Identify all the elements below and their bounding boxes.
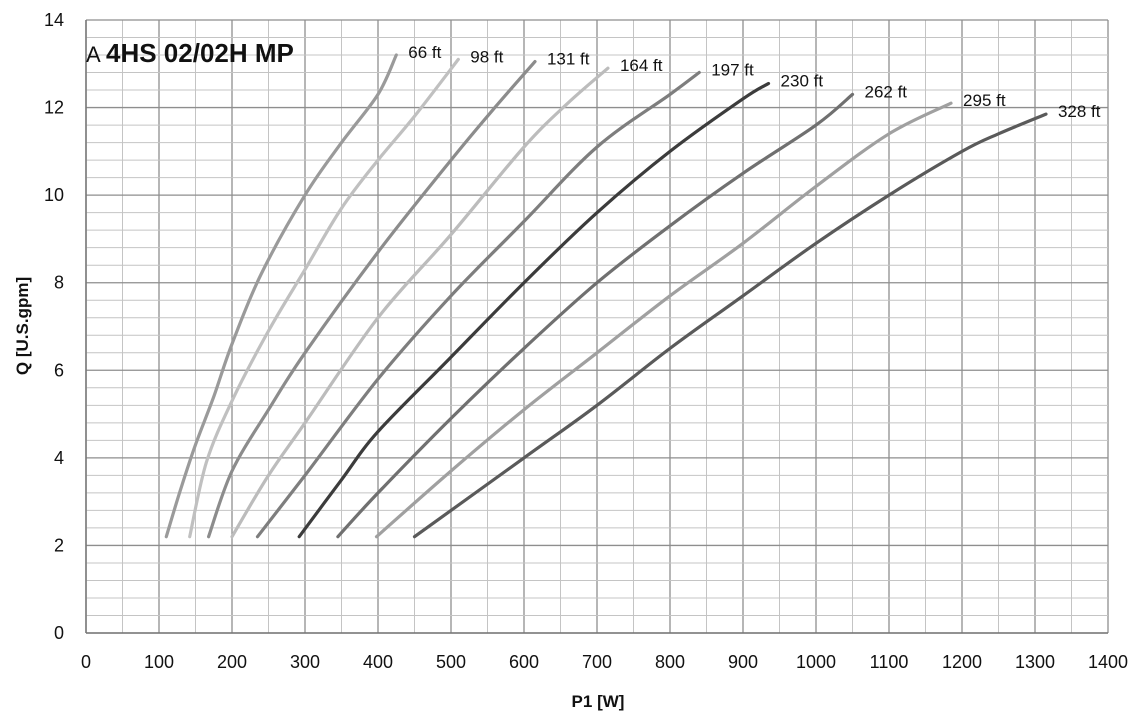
series-label-164-ft: 164 ft bbox=[620, 56, 663, 75]
series-label-295-ft: 295 ft bbox=[963, 91, 1006, 110]
series-line-328-ft bbox=[412, 112, 1048, 539]
x-tick-label: 1400 bbox=[1088, 652, 1128, 672]
x-tick-label: 0 bbox=[81, 652, 91, 672]
x-tick-label: 900 bbox=[728, 652, 758, 672]
series-line-197-ft bbox=[255, 70, 701, 539]
x-tick-label: 1000 bbox=[796, 652, 836, 672]
series-line-131-ft bbox=[207, 60, 537, 539]
y-tick-label: 2 bbox=[54, 535, 64, 555]
x-tick-label: 300 bbox=[290, 652, 320, 672]
x-tick-label: 600 bbox=[509, 652, 539, 672]
x-tick-label: 400 bbox=[363, 652, 393, 672]
series-line-98-ft bbox=[188, 57, 460, 539]
series-label-197-ft: 197 ft bbox=[711, 61, 754, 80]
series-label-98-ft: 98 ft bbox=[470, 47, 503, 66]
series-label-262-ft: 262 ft bbox=[865, 82, 908, 101]
x-tick-label: 500 bbox=[436, 652, 466, 672]
series-layer bbox=[164, 53, 1048, 539]
series-line-295-ft bbox=[374, 101, 953, 539]
series-labels: 66 ft 98 ft 131 ft 164 ft 197 ft 230 ft 262 ft… bbox=[408, 43, 1101, 121]
series-label-328-ft: 328 ft bbox=[1058, 102, 1101, 121]
y-axis-title: Q [U.S.gpm] bbox=[13, 277, 32, 375]
series-label-230-ft: 230 ft bbox=[781, 71, 824, 90]
y-tick-label: 12 bbox=[44, 98, 64, 118]
y-tick-label: 6 bbox=[54, 360, 64, 380]
x-tick-label: 800 bbox=[655, 652, 685, 672]
y-axis-ticks: 0 2 4 6 8 10 12 14 bbox=[44, 10, 64, 643]
x-tick-label: 700 bbox=[582, 652, 612, 672]
series-line-230-ft bbox=[297, 81, 771, 539]
x-tick-label: 200 bbox=[217, 652, 247, 672]
x-tick-label: 100 bbox=[144, 652, 174, 672]
y-tick-label: 4 bbox=[54, 448, 64, 468]
series-label-131-ft: 131 ft bbox=[547, 50, 590, 69]
x-tick-label: 1200 bbox=[942, 652, 982, 672]
y-tick-label: 8 bbox=[54, 273, 64, 293]
grid bbox=[85, 19, 1109, 634]
x-axis-title: P1 [W] bbox=[572, 692, 625, 711]
series-label-66-ft: 66 ft bbox=[408, 43, 441, 62]
y-tick-label: 0 bbox=[54, 623, 64, 643]
x-tick-label: 1100 bbox=[870, 652, 909, 672]
chart-title: 4HS 02/02H MP bbox=[106, 38, 294, 68]
y-tick-label: 10 bbox=[44, 185, 64, 205]
series-line-262-ft bbox=[336, 92, 855, 539]
series-line-66-ft bbox=[164, 53, 398, 539]
series-line-164-ft bbox=[230, 66, 610, 539]
y-tick-label: 14 bbox=[44, 10, 64, 30]
x-tick-label: 1300 bbox=[1015, 652, 1055, 672]
chart-title-prefix: A bbox=[86, 42, 101, 67]
x-axis-ticks: 0 100 200 300 400 500 600 700 800 900 1000 1100 1200… bbox=[81, 652, 1128, 672]
